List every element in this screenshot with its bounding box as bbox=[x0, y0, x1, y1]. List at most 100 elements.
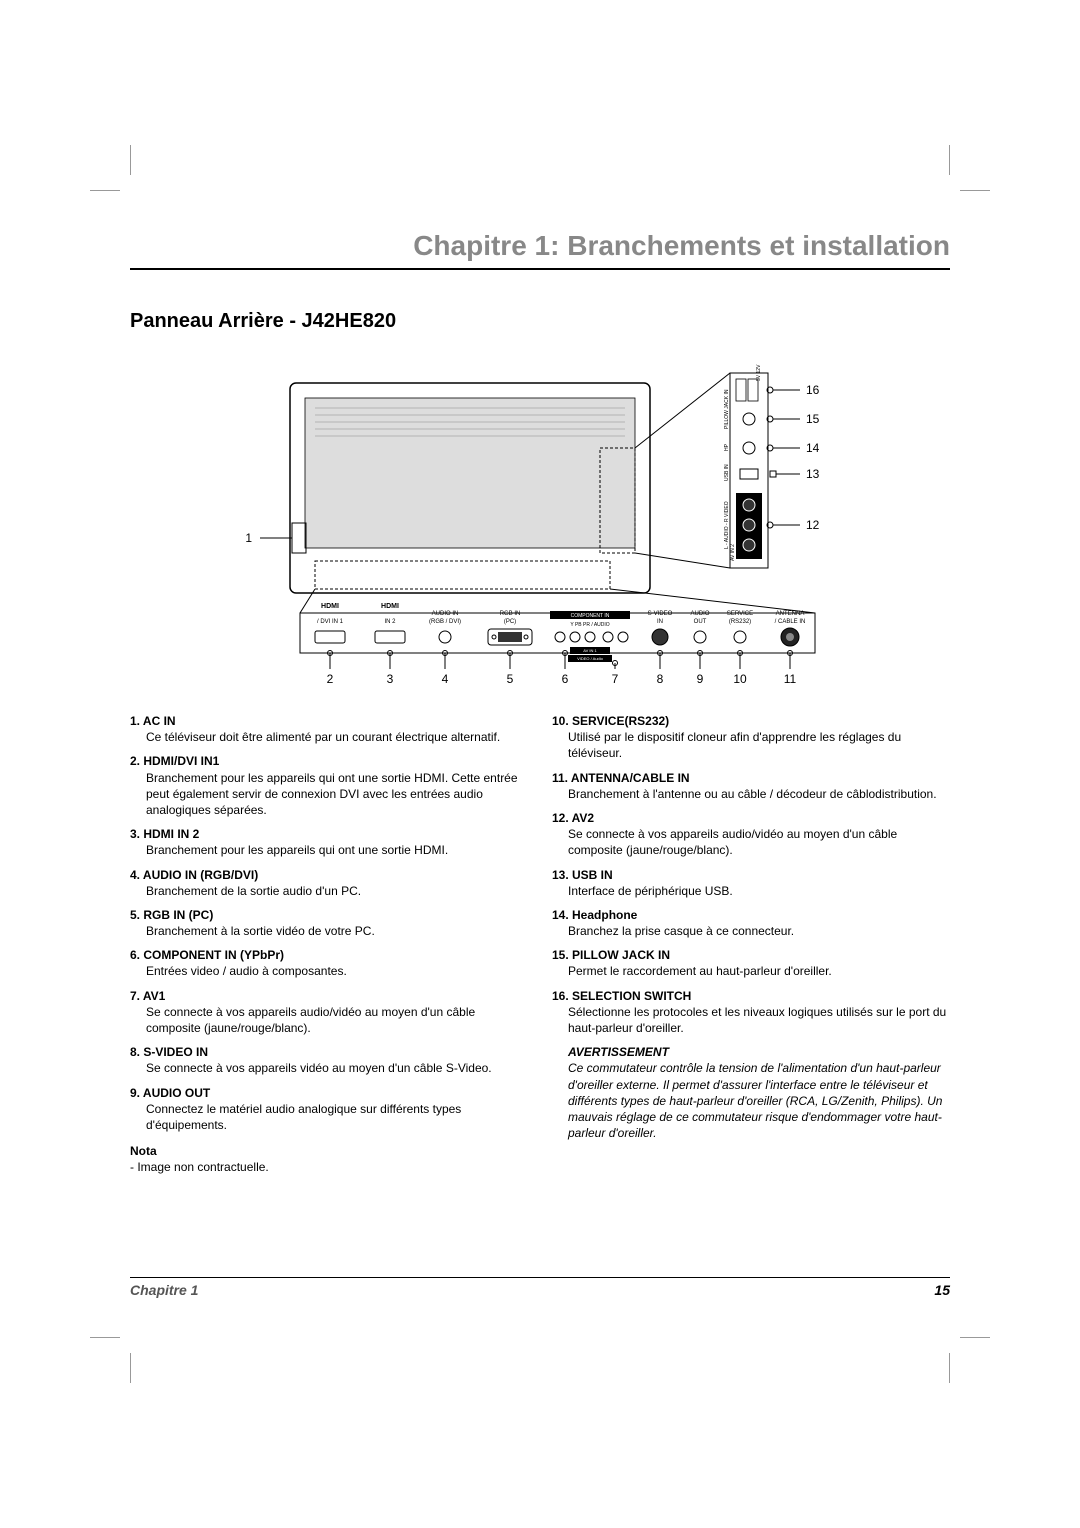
svg-text:6: 6 bbox=[562, 672, 569, 683]
item-heading: 10. SERVICE(RS232) bbox=[552, 713, 950, 729]
svg-text:AUDIO IN: AUDIO IN bbox=[432, 611, 459, 617]
item-heading: 15. PILLOW JACK IN bbox=[552, 947, 950, 963]
item-body: Permet le raccordement au haut-parleur d… bbox=[552, 963, 950, 979]
crop-mark bbox=[90, 1337, 120, 1338]
list-item: 7. AV1Se connecte à vos appareils audio/… bbox=[130, 988, 528, 1037]
item-heading: 5. RGB IN (PC) bbox=[130, 907, 528, 923]
svg-text:5V 12V: 5V 12V bbox=[756, 364, 762, 381]
crop-mark bbox=[130, 1353, 131, 1383]
list-item: 16. SELECTION SWITCHSélectionne les prot… bbox=[552, 988, 950, 1037]
svg-text:AV IN 1: AV IN 1 bbox=[583, 648, 597, 653]
list-item: 6. COMPONENT IN (YPbPr)Entrées video / a… bbox=[130, 947, 528, 979]
svg-text:PILLOW JACK IN: PILLOW JACK IN bbox=[724, 389, 730, 429]
item-heading: 13. USB IN bbox=[552, 867, 950, 883]
list-item: 4. AUDIO IN (RGB/DVI)Branchement de la s… bbox=[130, 867, 528, 899]
svg-text:(RS232): (RS232) bbox=[729, 619, 751, 625]
item-body: Branchez la prise casque à ce connecteur… bbox=[552, 923, 950, 939]
svg-text:SERVICE: SERVICE bbox=[727, 611, 753, 617]
item-body: Entrées video / audio à composantes. bbox=[130, 963, 528, 979]
svg-text:IN: IN bbox=[657, 619, 663, 625]
svg-text:ANTENNA: ANTENNA bbox=[776, 611, 805, 617]
description-columns: 1. AC INCe téléviseur doit être alimenté… bbox=[130, 713, 950, 1176]
item-heading: 12. AV2 bbox=[552, 810, 950, 826]
item-heading: 4. AUDIO IN (RGB/DVI) bbox=[130, 867, 528, 883]
crop-mark bbox=[949, 1353, 950, 1383]
page-footer: Chapitre 1 15 bbox=[130, 1277, 950, 1298]
item-heading: 6. COMPONENT IN (YPbPr) bbox=[130, 947, 528, 963]
list-item: 5. RGB IN (PC)Branchement à la sortie vi… bbox=[130, 907, 528, 939]
svg-text:12: 12 bbox=[806, 518, 820, 532]
svg-text:COMPONENT IN: COMPONENT IN bbox=[571, 613, 610, 619]
svg-text:9: 9 bbox=[697, 672, 704, 683]
warning-heading: AVERTISSEMENT bbox=[552, 1044, 950, 1060]
item-heading: 7. AV1 bbox=[130, 988, 528, 1004]
item-heading: 14. Headphone bbox=[552, 907, 950, 923]
svg-text:HP: HP bbox=[724, 443, 730, 451]
item-body: Branchement pour les appareils qui ont u… bbox=[130, 770, 528, 819]
list-item: 15. PILLOW JACK INPermet le raccordement… bbox=[552, 947, 950, 979]
item-heading: 8. S-VIDEO IN bbox=[130, 1044, 528, 1060]
svg-text:4: 4 bbox=[442, 672, 449, 683]
list-item: 13. USB INInterface de périphérique USB. bbox=[552, 867, 950, 899]
svg-text:OUT: OUT bbox=[694, 619, 707, 625]
item-body: Branchement à l'antenne ou au câble / dé… bbox=[552, 786, 950, 802]
svg-text:/ CABLE IN: / CABLE IN bbox=[775, 619, 806, 625]
svg-text:13: 13 bbox=[806, 467, 820, 481]
list-item: 11. ANTENNA/CABLE INBranchement à l'ante… bbox=[552, 770, 950, 802]
item-body: Connectez le matériel audio analogique s… bbox=[130, 1101, 528, 1133]
svg-text:RGB IN: RGB IN bbox=[500, 611, 521, 617]
crop-mark bbox=[130, 145, 131, 175]
svg-text:3: 3 bbox=[387, 672, 394, 683]
section-title: Panneau Arrière - J42HE820 bbox=[130, 310, 950, 333]
svg-text:14: 14 bbox=[806, 441, 820, 455]
crop-mark bbox=[960, 190, 990, 191]
svg-text:7: 7 bbox=[612, 672, 619, 683]
item-heading: 2. HDMI/DVI IN1 bbox=[130, 753, 528, 769]
svg-text:HDMI: HDMI bbox=[321, 603, 339, 610]
svg-text:USB IN: USB IN bbox=[724, 464, 730, 481]
right-column: 10. SERVICE(RS232)Utilisé par le disposi… bbox=[552, 713, 950, 1176]
list-item: 1. AC INCe téléviseur doit être alimenté… bbox=[130, 713, 528, 745]
svg-text:AUDIO: AUDIO bbox=[690, 611, 709, 617]
list-item: 9. AUDIO OUTConnectez le matériel audio … bbox=[130, 1085, 528, 1134]
svg-text:16: 16 bbox=[806, 383, 820, 397]
svg-text:/ DVI IN 1: / DVI IN 1 bbox=[317, 619, 344, 625]
item-heading: 1. AC IN bbox=[130, 713, 528, 729]
callout-1: 1 bbox=[245, 531, 252, 545]
crop-mark bbox=[949, 145, 950, 175]
item-heading: 16. SELECTION SWITCH bbox=[552, 988, 950, 1004]
svg-text:2: 2 bbox=[327, 672, 334, 683]
nota-heading: Nota bbox=[130, 1143, 528, 1159]
nota-body: - Image non contractuelle. bbox=[130, 1159, 528, 1175]
svg-text:15: 15 bbox=[806, 412, 820, 426]
item-heading: 9. AUDIO OUT bbox=[130, 1085, 528, 1101]
item-body: Se connecte à vos appareils vidéo au moy… bbox=[130, 1060, 528, 1076]
list-item: 14. HeadphoneBranchez la prise casque à … bbox=[552, 907, 950, 939]
item-body: Se connecte à vos appareils audio/vidéo … bbox=[552, 826, 950, 858]
svg-text:(PC): (PC) bbox=[504, 619, 516, 625]
list-item: 2. HDMI/DVI IN1Branchement pour les appa… bbox=[130, 753, 528, 818]
list-item: 10. SERVICE(RS232)Utilisé par le disposi… bbox=[552, 713, 950, 762]
svg-text:AV IN 2: AV IN 2 bbox=[730, 544, 736, 561]
item-body: Ce téléviseur doit être alimenté par un … bbox=[130, 729, 528, 745]
rear-panel-diagram: 1 16 5V 12V 15 PILLOW JACK IN 14 HP 13 U… bbox=[230, 353, 890, 683]
item-body: Branchement de la sortie audio d'un PC. bbox=[130, 883, 528, 899]
svg-text:(RGB / DVI): (RGB / DVI) bbox=[429, 619, 461, 625]
item-body: Se connecte à vos appareils audio/vidéo … bbox=[130, 1004, 528, 1036]
svg-text:11: 11 bbox=[784, 672, 797, 683]
svg-text:S-VIDEO: S-VIDEO bbox=[648, 611, 673, 617]
item-body: Branchement pour les appareils qui ont u… bbox=[130, 842, 528, 858]
footer-page-number: 15 bbox=[934, 1282, 950, 1298]
list-item: 12. AV2Se connecte à vos appareils audio… bbox=[552, 810, 950, 859]
svg-text:VIDEO / Audio: VIDEO / Audio bbox=[577, 656, 604, 661]
left-column: 1. AC INCe téléviseur doit être alimenté… bbox=[130, 713, 528, 1176]
item-body: Sélectionne les protocoles et les niveau… bbox=[552, 1004, 950, 1036]
item-body: Interface de périphérique USB. bbox=[552, 883, 950, 899]
footer-chapter: Chapitre 1 bbox=[130, 1282, 198, 1298]
svg-text:Y PB PR / AUDIO: Y PB PR / AUDIO bbox=[570, 622, 609, 628]
svg-text:8: 8 bbox=[657, 672, 664, 683]
item-body: Utilisé par le dispositif cloneur afin d… bbox=[552, 729, 950, 761]
item-heading: 3. HDMI IN 2 bbox=[130, 826, 528, 842]
list-item: 8. S-VIDEO INSe connecte à vos appareils… bbox=[130, 1044, 528, 1076]
warning-body: Ce commutateur contrôle la tension de l'… bbox=[552, 1060, 950, 1141]
